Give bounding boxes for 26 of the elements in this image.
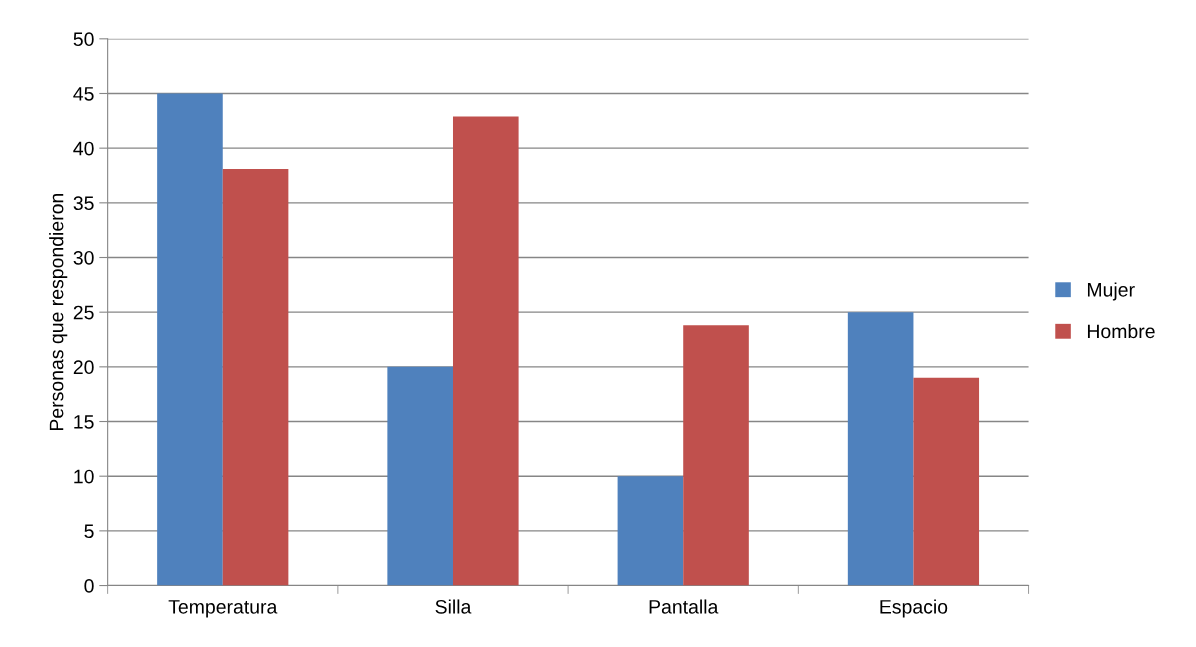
y-tick-label: 10 (74, 469, 94, 484)
y-tick-label: 50 (73, 32, 94, 47)
x-tick-label: Pantalla (649, 599, 719, 614)
bar (157, 93, 223, 586)
x-tick-label: Temperatura (168, 600, 278, 618)
y-tick-label: 40 (73, 141, 94, 156)
legend-label: Mujer (1087, 282, 1135, 301)
y-tick-label: 20 (73, 360, 94, 375)
bar (847, 312, 914, 586)
y-tick-label: 15 (74, 415, 94, 429)
bar (617, 476, 684, 586)
y-axis-title: Personas que respondieron (49, 193, 68, 431)
x-tick-label: Silla (435, 599, 472, 614)
y-tick-label: 0 (84, 579, 94, 593)
y-tick-label: 25 (73, 305, 94, 320)
y-tick-label: 35 (73, 196, 94, 211)
legend-label: Hombre (1087, 323, 1155, 339)
y-tick-label: 5 (84, 524, 94, 539)
y-tick-label: 45 (73, 87, 94, 101)
y-tick-label: 30 (73, 250, 94, 265)
bar (452, 116, 519, 586)
bar (222, 168, 289, 586)
bar (683, 325, 749, 586)
bar (913, 377, 980, 586)
x-tick-label: Espacio (880, 599, 948, 618)
bar (387, 366, 453, 586)
